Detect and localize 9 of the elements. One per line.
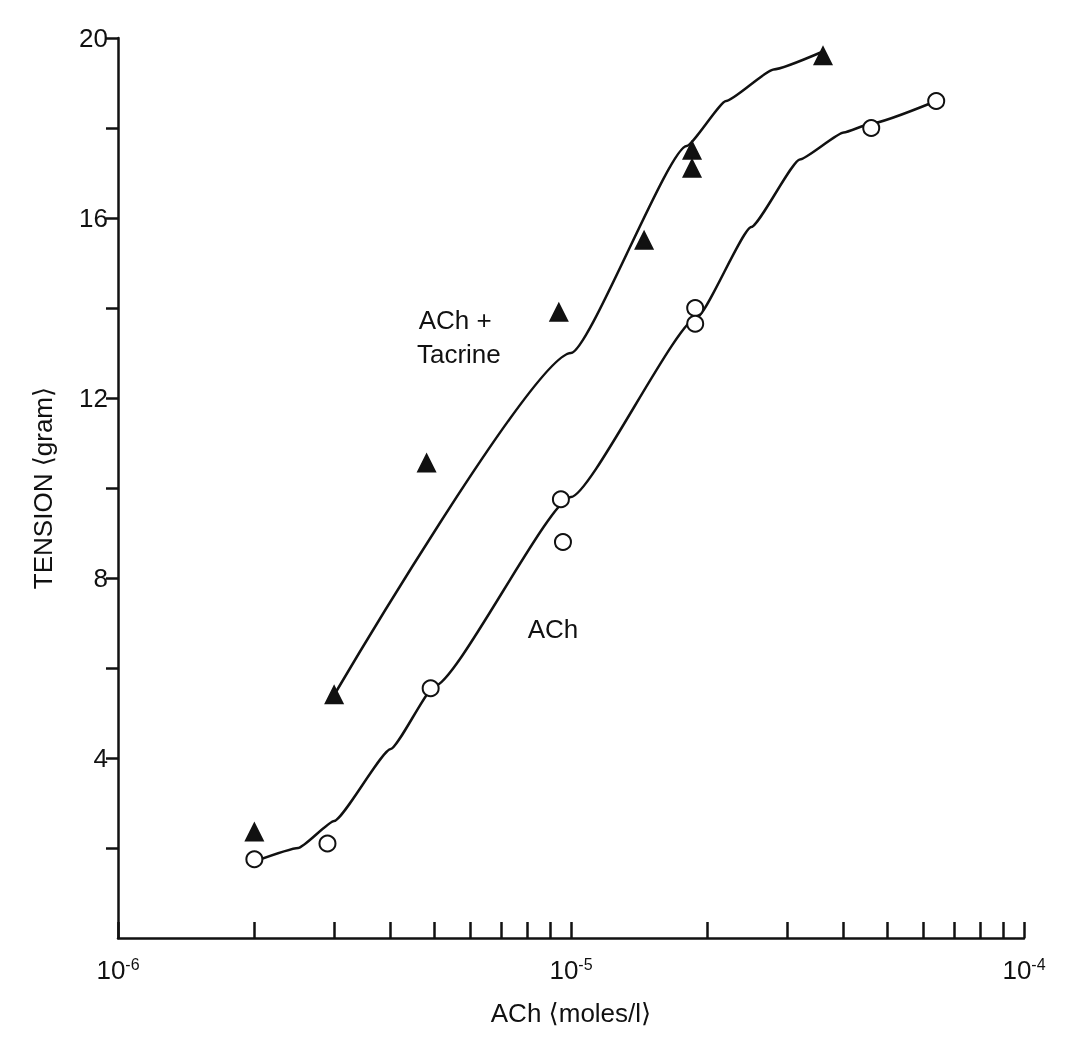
text: ACh + Tacrine	[416, 304, 501, 369]
y-tick-label: 8	[93, 563, 108, 593]
y-tick-label: 16	[79, 203, 108, 233]
y-axis-title: TENSION ⟨gram⟩	[28, 386, 58, 590]
text: ACh	[527, 614, 579, 644]
y-tick-label: 12	[79, 383, 108, 413]
x-axis-title: ACh ⟨moles/l⟩	[490, 998, 652, 1028]
y-tick-label: 20	[79, 23, 108, 53]
y-tick-label: 4	[93, 743, 108, 773]
